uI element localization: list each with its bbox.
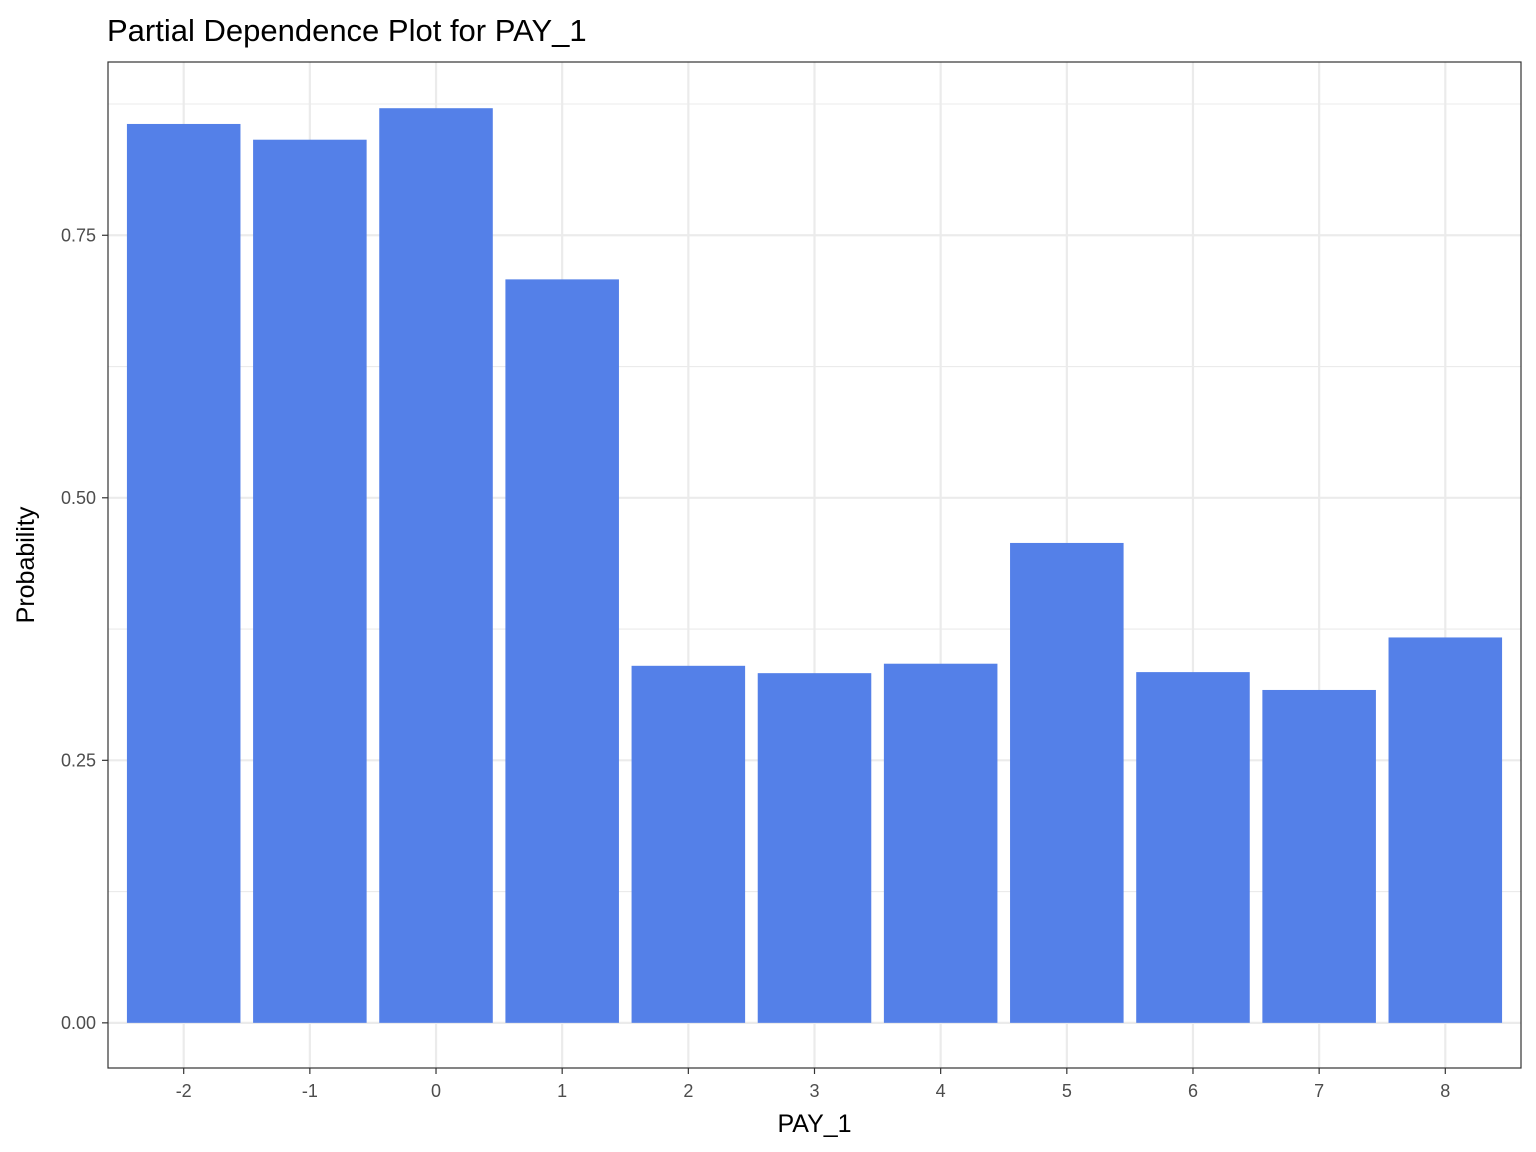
x-axis-title: PAY_1: [777, 1110, 851, 1138]
bar: [631, 665, 746, 1023]
bar: [1262, 689, 1376, 1023]
y-axis-title: Probability: [12, 506, 40, 623]
bar: [253, 139, 367, 1023]
axes: 0.00 0.25 0.50 0.75 -2 -1 0 1 2 3 4 5 6 7 8: [61, 225, 1450, 1101]
x-tick-label: -2: [176, 1081, 192, 1101]
y-tick-label: 0.50: [61, 488, 96, 508]
x-tick-label: 3: [809, 1081, 819, 1101]
x-tick-label: 4: [936, 1081, 946, 1101]
chart-title: Partial Dependence Plot for PAY_1: [107, 13, 587, 48]
x-tick-label: 0: [431, 1081, 441, 1101]
bars: [126, 108, 1503, 1023]
y-tick-label: 0.75: [61, 225, 96, 245]
bar: [883, 663, 998, 1023]
x-tick-label: 2: [683, 1081, 693, 1101]
y-tick-label: 0.00: [61, 1013, 96, 1033]
bar: [1010, 542, 1124, 1023]
y-tick-label: 0.25: [61, 750, 96, 770]
bar: [505, 279, 619, 1023]
x-tick-label: 1: [557, 1081, 567, 1101]
bar: [1136, 672, 1250, 1023]
bar: [757, 673, 872, 1023]
bar: [1388, 637, 1503, 1023]
x-tick-label: 7: [1314, 1081, 1324, 1101]
x-tick-label: 8: [1440, 1081, 1450, 1101]
x-tick-label: 5: [1062, 1081, 1072, 1101]
bar: [126, 123, 241, 1023]
bar: [379, 108, 493, 1023]
x-tick-label: 6: [1188, 1081, 1198, 1101]
x-tick-label: -1: [302, 1081, 318, 1101]
